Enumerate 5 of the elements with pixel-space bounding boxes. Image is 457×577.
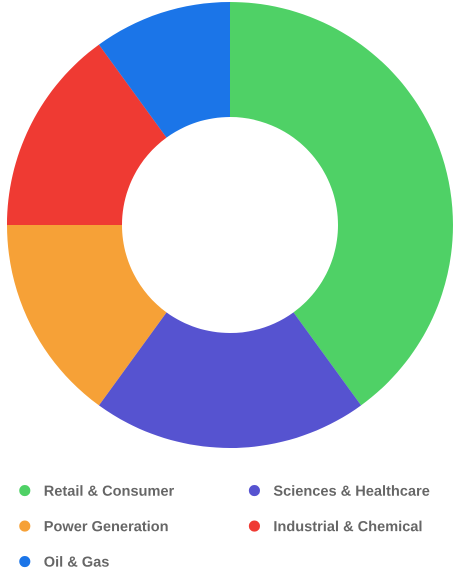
- legend-label: Sciences & Healthcare: [274, 485, 430, 496]
- legend-label: Industrial & Chemical: [274, 520, 422, 532]
- legend-label: Oil & Gas: [44, 556, 109, 567]
- legend-label: Power Generation: [44, 520, 168, 532]
- legend-label: Retail & Consumer: [44, 485, 174, 496]
